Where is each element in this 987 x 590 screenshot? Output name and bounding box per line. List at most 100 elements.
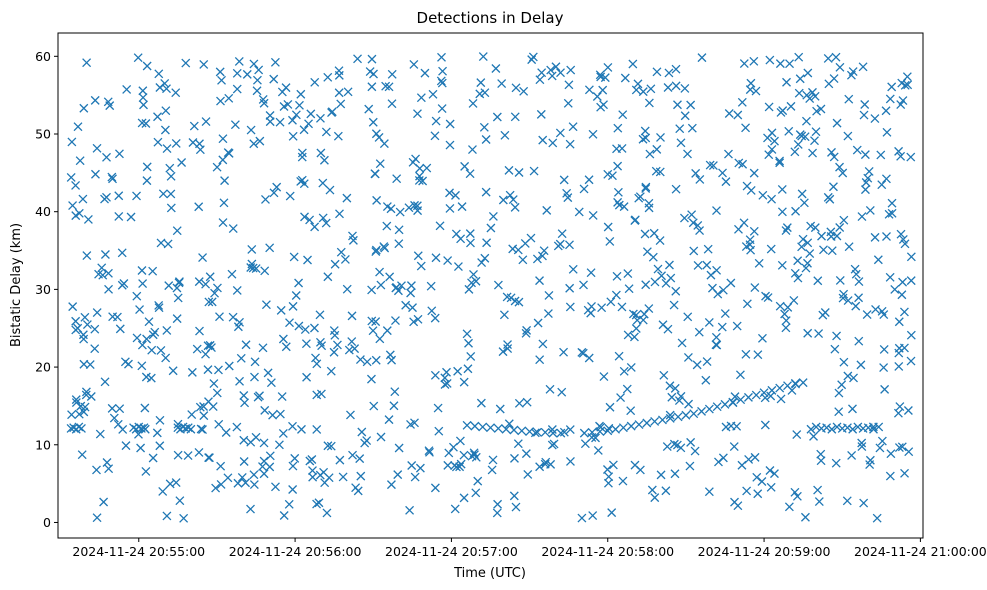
clutter-point (150, 327, 160, 337)
clutter-point (493, 499, 503, 509)
clutter-point (521, 328, 531, 338)
clutter-point (652, 67, 662, 77)
x-tick-label: 2024-11-24 20:55:00 (72, 544, 205, 559)
clutter-point (784, 126, 794, 136)
clutter-point (592, 92, 602, 101)
clutter-point (315, 113, 325, 123)
track-point (790, 378, 800, 388)
clutter-point (434, 426, 444, 436)
track-point (853, 422, 863, 432)
clutter-point (375, 159, 385, 169)
clutter-point (803, 328, 813, 338)
clutter-point (777, 184, 787, 194)
clutter-point (135, 305, 145, 315)
clutter-point (730, 392, 740, 402)
clutter-point (430, 370, 440, 380)
clutter-point (215, 67, 225, 77)
clutter-point (778, 106, 788, 116)
clutter-point (431, 116, 441, 126)
clutter-point (565, 283, 575, 293)
clutter-point (278, 429, 288, 438)
clutter-point (261, 300, 271, 310)
clutter-point (683, 312, 693, 322)
clutter-point (371, 247, 381, 256)
clutter-point (430, 483, 440, 493)
track-point (798, 378, 808, 388)
clutter-point (259, 438, 269, 448)
track-point (186, 424, 196, 434)
x-tick-label: 2024-11-24 20:58:00 (541, 544, 674, 559)
clutter-point (906, 152, 916, 162)
clutter-point (765, 466, 775, 475)
clutter-point (103, 268, 113, 278)
clutter-point (612, 271, 622, 281)
clutter-point (97, 263, 107, 273)
clutter-point (209, 379, 219, 388)
clutter-point (100, 250, 110, 259)
track-point (673, 412, 683, 422)
clutter-point (631, 85, 641, 95)
clutter-point (390, 316, 400, 325)
clutter-point (300, 325, 310, 335)
clutter-point (513, 439, 523, 449)
clutter-point (471, 488, 481, 498)
clutter-point (315, 310, 325, 320)
clutter-point (865, 460, 875, 470)
clutter-point (498, 347, 508, 357)
clutter-point (652, 144, 662, 154)
track-point (775, 383, 785, 393)
clutter-point (459, 377, 469, 387)
clutter-point (173, 450, 183, 460)
clutter-point (529, 166, 539, 176)
clutter-point (556, 68, 565, 78)
clutter-point (880, 384, 890, 394)
clutter-point (671, 286, 681, 296)
clutter-point (250, 372, 259, 382)
clutter-point (316, 389, 326, 399)
clutter-point (792, 430, 802, 439)
clutter-point (661, 486, 671, 496)
clutter-point (220, 176, 230, 186)
clutter-point (297, 148, 307, 158)
clutter-point (343, 87, 353, 97)
clutter-point (455, 436, 465, 446)
track-point (470, 421, 480, 431)
clutter-point (750, 283, 760, 293)
clutter-point (758, 190, 768, 200)
clutter-point (163, 239, 173, 249)
clutter-point (784, 502, 794, 512)
clutter-point (406, 281, 416, 291)
track-point (759, 388, 769, 398)
clutter-point (288, 131, 298, 141)
clutter-point (114, 149, 124, 159)
clutter-point (187, 367, 197, 377)
clutter-point (204, 397, 213, 407)
clutter-point (535, 75, 545, 85)
clutter-point (428, 89, 438, 99)
clutter-point (376, 280, 386, 290)
clutter-point (203, 365, 213, 375)
clutter-point (757, 477, 767, 486)
clutter-point (859, 498, 869, 508)
clutter-point (103, 97, 113, 107)
clutter-point (401, 300, 411, 310)
clutter-point (499, 310, 509, 320)
clutter-point (299, 125, 309, 135)
clutter-point (276, 305, 286, 315)
clutter-point (577, 347, 587, 357)
clutter-point (394, 239, 404, 249)
clutter-point (265, 451, 275, 461)
clutter-point (260, 405, 270, 415)
clutter-point (476, 78, 486, 88)
clutter-point (835, 275, 845, 285)
clutter-point (887, 198, 897, 208)
clutter-point (538, 135, 548, 145)
clutter-point (134, 429, 143, 439)
track-point (501, 424, 511, 434)
clutter-point (734, 158, 744, 168)
clutter-point (364, 104, 374, 114)
clutter-point (622, 384, 632, 394)
clutter-point (535, 462, 545, 472)
clutter-point (618, 476, 628, 486)
track-point (736, 395, 746, 405)
